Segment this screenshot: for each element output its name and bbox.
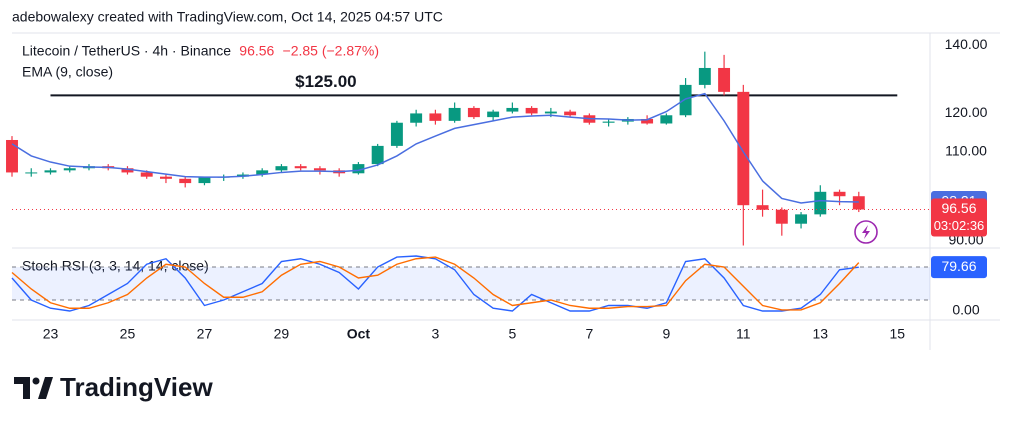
logo-mark <box>38 377 53 399</box>
candle-body <box>698 67 711 85</box>
x-tick-label: 23 <box>43 326 59 342</box>
candle-body <box>352 164 365 174</box>
candle-body <box>564 111 577 116</box>
stoch-legend: Stoch RSI (3, 3, 14, 14, close) <box>22 258 209 274</box>
stoch-line <box>11 256 860 311</box>
candle-body <box>140 172 153 177</box>
logo-mark <box>14 377 30 399</box>
candle-body <box>487 111 500 118</box>
candle-body <box>371 145 384 165</box>
band-fill <box>12 267 930 300</box>
x-tick-label: 13 <box>813 326 829 342</box>
candle-body <box>467 107 480 118</box>
ema-line <box>11 92 859 204</box>
y-tick-label: 0.00 <box>952 302 979 318</box>
logo-dot <box>32 377 40 385</box>
candle-body <box>275 166 288 171</box>
candle-body <box>641 118 654 124</box>
candle-body <box>256 170 269 175</box>
candle-body <box>448 107 461 121</box>
candle-body <box>525 107 538 114</box>
symbol-title: Litecoin / TetherUS · 4h · Binance <box>22 43 231 59</box>
stoch-badge-label: 79.66 <box>941 258 976 274</box>
candle-body <box>660 115 673 124</box>
alert-bolt <box>862 225 870 239</box>
x-tick-label: Oct <box>347 326 371 342</box>
last-price: 96.56 <box>239 43 274 59</box>
x-tick-label: 3 <box>431 326 439 342</box>
candle-body <box>410 113 423 123</box>
credit: adebowalexy created with TradingView.com… <box>12 9 443 25</box>
y-tick-label: 120.00 <box>945 104 988 120</box>
candle-body <box>544 111 557 114</box>
x-tick-label: 29 <box>274 326 290 342</box>
candle-body <box>506 107 519 112</box>
candle-body <box>6 139 18 173</box>
candle-body <box>121 168 134 173</box>
candle-body <box>852 196 865 210</box>
stoch-line <box>11 255 859 312</box>
candle-body <box>833 191 846 197</box>
candle-body <box>429 113 442 121</box>
price-badge <box>931 198 987 237</box>
candle-body <box>179 178 192 184</box>
candle-body <box>602 121 615 123</box>
candle-body <box>198 177 211 184</box>
level-label: $125.00 <box>295 72 356 91</box>
candle-body <box>775 209 788 224</box>
candle-body <box>294 166 307 169</box>
y-tick-label: 140.00 <box>945 36 988 52</box>
x-tick-label: 25 <box>120 326 136 342</box>
x-tick-label: 7 <box>585 326 593 342</box>
candle-body <box>718 67 731 92</box>
countdown: 03:02:36 <box>934 218 985 233</box>
x-tick-label: 5 <box>508 326 516 342</box>
candle-body <box>159 176 172 179</box>
stoch-badge <box>931 256 987 279</box>
candle-body <box>814 191 827 215</box>
candle-body <box>390 122 403 146</box>
price-change: −2.85 (−2.87%) <box>283 43 380 59</box>
logo <box>14 377 53 399</box>
x-tick-label: 11 <box>736 326 751 342</box>
candle-body <box>44 170 57 173</box>
x-tick-label: 15 <box>889 326 905 342</box>
x-tick-label: 9 <box>662 326 670 342</box>
candle-body <box>25 172 38 174</box>
x-tick-label: 27 <box>197 326 213 342</box>
brand: TradingView <box>60 372 213 402</box>
candle-body <box>737 91 750 206</box>
candle-body <box>63 168 76 171</box>
candle-body <box>795 214 808 224</box>
candle-body <box>756 205 769 210</box>
candle-body <box>313 168 326 171</box>
candle-body <box>679 84 692 116</box>
price-badge-label: 96.56 <box>941 200 976 216</box>
y-tick-label: 110.00 <box>945 143 987 159</box>
ema-legend: EMA (9, close) <box>22 64 113 80</box>
